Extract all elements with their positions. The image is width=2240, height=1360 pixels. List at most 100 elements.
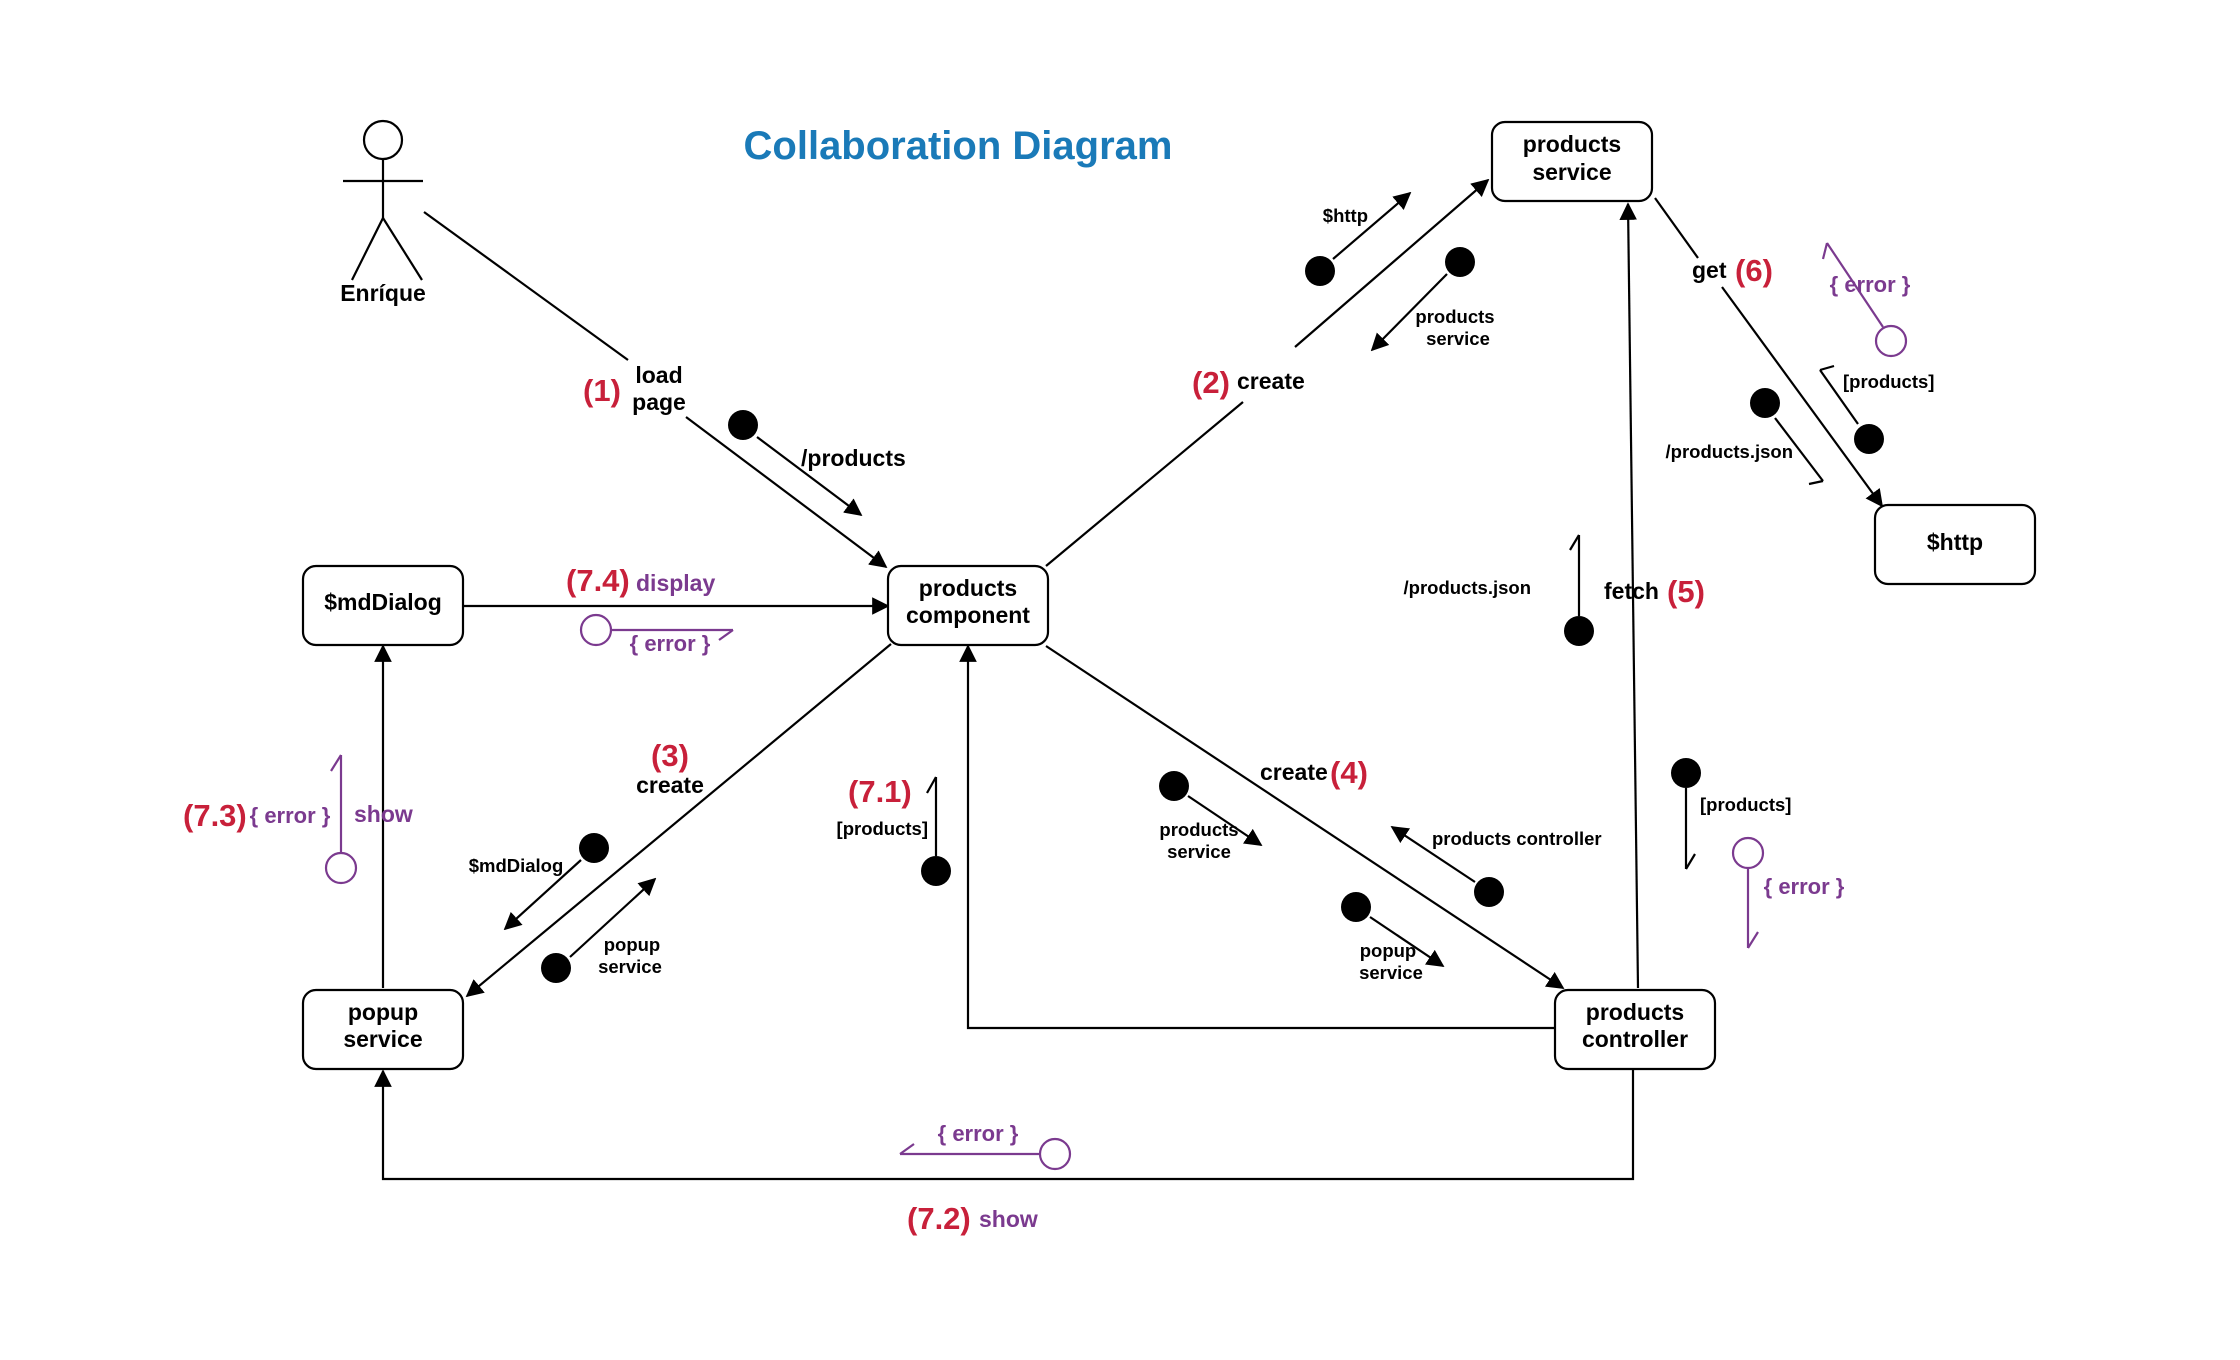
message-71: (7.1): [848, 774, 912, 809]
message-4: create (4): [1260, 755, 1368, 790]
message-number: (2): [1192, 365, 1230, 400]
svg-text:products: products: [1523, 131, 1621, 157]
svg-text:controller: controller: [1582, 1026, 1688, 1052]
errorflow-74: { error }: [579, 613, 734, 656]
link-actor-to-label: [423, 211, 629, 361]
node-products-component[interactable]: products component: [886, 564, 1050, 647]
svg-text:service: service: [598, 956, 662, 977]
svg-text:{ error }: { error }: [630, 631, 711, 656]
dataflow-products-service-return: products service: [1370, 247, 1495, 352]
node-products-service[interactable]: products service: [1490, 120, 1654, 203]
svg-text:service: service: [1359, 962, 1423, 983]
node-popup-service[interactable]: popup service: [301, 988, 465, 1071]
dataflow-popup-service-param: popup service: [541, 877, 662, 983]
link-fetch-5: [1619, 202, 1640, 989]
actor-head: [362, 119, 404, 161]
svg-text:products: products: [1586, 999, 1684, 1025]
svg-text:/products.json: /products.json: [1666, 441, 1793, 462]
svg-text:/products: /products: [801, 445, 906, 471]
svg-text:popup: popup: [1360, 940, 1417, 961]
message-number: (5): [1667, 574, 1705, 609]
svg-text:[products]: [products]: [837, 818, 928, 839]
message-label: display: [636, 570, 715, 596]
svg-text:{ error }: { error }: [938, 1121, 1019, 1146]
node-mddialog[interactable]: $mdDialog: [301, 564, 465, 647]
actor-name: Enríque: [340, 280, 426, 306]
message-number: (7.3): [183, 798, 247, 833]
link-get-6b: [1721, 286, 1884, 508]
message-72: (7.2) show: [907, 1201, 1038, 1236]
svg-text:products: products: [1415, 306, 1494, 327]
dataflow-products-json-5: /products.json: [1404, 534, 1594, 646]
svg-text:service: service: [1167, 841, 1231, 862]
diagram-title: Collaboration Diagram: [744, 124, 1173, 168]
message-label: page: [632, 389, 686, 415]
errorflow-72: { error }: [899, 1121, 1072, 1171]
dataflow-http-param: $http: [1305, 191, 1412, 286]
link-71: [959, 644, 1555, 1030]
link-create-4: [1045, 645, 1565, 989]
message-label: show: [979, 1206, 1038, 1232]
node-products-controller[interactable]: products controller: [1553, 988, 1717, 1071]
message-number: (4): [1330, 755, 1368, 790]
svg-text:popup: popup: [604, 934, 661, 955]
message-1: (1) load page: [583, 362, 686, 415]
message-73: (7.3) show: [183, 798, 413, 833]
svg-text:{ error }: { error }: [1764, 874, 1845, 899]
link-create-2a: [1045, 401, 1244, 567]
message-6: get (6): [1692, 253, 1773, 288]
errorflow-73: { error }: [250, 754, 358, 885]
svg-text:service: service: [1532, 159, 1611, 185]
errorflow-6: { error }: [1821, 242, 1911, 358]
dataflow-products-bracket-5: [products]: [1671, 758, 1791, 870]
svg-text:products: products: [1159, 819, 1238, 840]
svg-text:$mdDialog: $mdDialog: [324, 589, 442, 615]
dataflow-products-json-6: /products.json: [1666, 388, 1824, 486]
dataflow-products-service-4: products service: [1159, 771, 1263, 862]
message-label: load: [635, 362, 682, 388]
dataflow-popup-service-4: popup service: [1341, 892, 1445, 983]
link-get-6a: [1654, 197, 1699, 259]
link-create-3: [465, 643, 892, 998]
link-create-2b: [1294, 178, 1490, 348]
svg-text:service: service: [343, 1026, 422, 1052]
message-label: create: [636, 772, 704, 798]
svg-text:component: component: [906, 602, 1030, 628]
message-74: (7.4) display: [566, 563, 715, 598]
svg-text:products controller: products controller: [1432, 828, 1602, 849]
link-load-page: [685, 416, 888, 569]
message-number: (7.2): [907, 1201, 971, 1236]
message-number: (6): [1735, 253, 1773, 288]
svg-text:products: products: [919, 575, 1017, 601]
dataflow-products-controller-4: products controller: [1390, 826, 1602, 907]
svg-text:/products.json: /products.json: [1404, 577, 1531, 598]
dataflow-products-bracket-71: [products]: [837, 776, 951, 886]
link-show-72: [374, 1068, 1635, 1181]
svg-text:{ error }: { error }: [250, 803, 331, 828]
message-2: (2) create: [1192, 365, 1305, 400]
svg-text:$mdDialog: $mdDialog: [469, 855, 564, 876]
dataflow-mddialog-param: $mdDialog: [469, 833, 609, 931]
message-label: fetch: [1604, 578, 1659, 604]
message-number: (7.4): [566, 563, 630, 598]
message-label: create: [1260, 759, 1328, 785]
svg-text:popup: popup: [348, 999, 418, 1025]
actor-enrique[interactable]: Enríque: [340, 119, 426, 306]
svg-text:[products]: [products]: [1843, 371, 1934, 392]
node-http[interactable]: $http: [1873, 503, 2037, 586]
message-number: (7.1): [848, 774, 912, 809]
svg-text:[products]: [products]: [1700, 794, 1791, 815]
dataflow-products-bracket-6: [products]: [1819, 364, 1934, 454]
message-5: fetch (5): [1604, 574, 1705, 609]
message-number: (3): [651, 738, 689, 773]
message-label: get: [1692, 257, 1727, 283]
message-label: create: [1237, 368, 1305, 394]
svg-text:{ error }: { error }: [1830, 272, 1911, 297]
message-number: (1): [583, 373, 621, 408]
svg-text:service: service: [1426, 328, 1490, 349]
message-label: show: [354, 801, 413, 827]
dataflow-products-route: /products: [728, 410, 906, 517]
errorflow-5: { error }: [1731, 836, 1845, 949]
svg-text:$http: $http: [1927, 529, 1983, 555]
